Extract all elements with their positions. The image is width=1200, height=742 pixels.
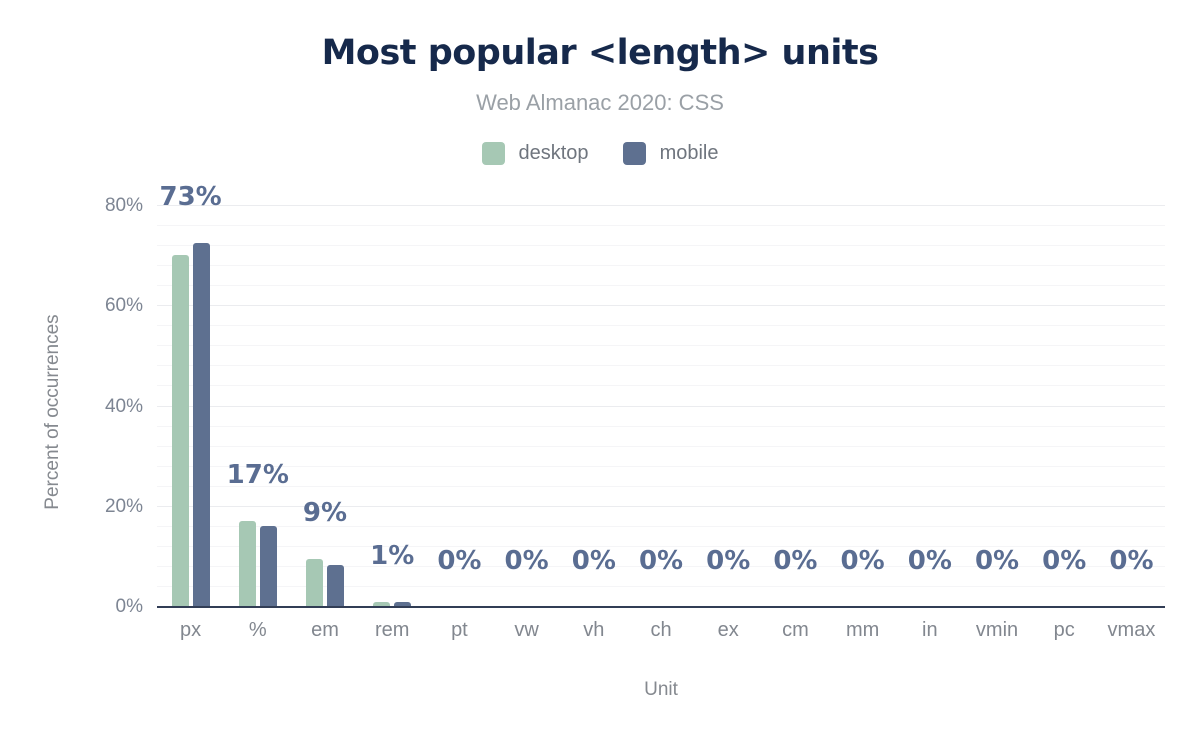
bar-group-%: 17%% — [224, 206, 291, 641]
minor-gridline — [157, 265, 1165, 267]
minor-gridline — [157, 445, 1165, 447]
value-label: 0% — [571, 546, 616, 576]
major-gridline — [157, 305, 1165, 307]
bar-pair — [373, 601, 412, 607]
chart-title: Most popular <length> units — [321, 33, 879, 73]
value-label: 0% — [437, 546, 482, 576]
minor-gridline — [157, 465, 1165, 467]
minor-gridline — [157, 485, 1165, 487]
major-gridline — [157, 505, 1165, 507]
desktop-bar — [373, 602, 391, 607]
bar-group-vmax: 0% vmax — [1098, 206, 1165, 641]
y-tick-label: 60% — [104, 295, 143, 317]
x-category-label: vw — [514, 619, 539, 641]
mobile-bar — [192, 243, 210, 607]
bar-group-cm: 0% cm — [762, 206, 829, 641]
y-tick-label: 0% — [115, 596, 143, 617]
minor-gridline — [157, 525, 1165, 527]
x-category-label: vmax — [1107, 619, 1156, 641]
bar-group-vh: 0% vh — [560, 206, 627, 641]
x-category-label: vmin — [975, 619, 1019, 641]
x-category-label: vh — [583, 619, 605, 641]
bar-group-mm: 0% mm — [829, 206, 896, 641]
value-label: 0% — [974, 546, 1020, 576]
desktop-bar — [238, 520, 256, 607]
y-tick-label: 80% — [104, 195, 143, 216]
mobile-bar — [259, 525, 277, 607]
bar-pair — [306, 559, 344, 607]
x-category-label: cm — [782, 619, 809, 641]
x-category-label: ex — [717, 619, 739, 641]
legend-item-mobile: mobile — [622, 142, 719, 165]
mobile-bar — [327, 564, 344, 607]
value-label: 0% — [706, 546, 751, 576]
minor-gridline — [157, 225, 1165, 227]
x-category-label: % — [248, 619, 267, 641]
value-label: 17% — [226, 459, 289, 490]
bar-group-pc: 0% pc — [1031, 206, 1098, 641]
bar-group-vw: 0% vw — [493, 206, 560, 641]
legend-label: desktop — [518, 142, 589, 164]
value-label: 0% — [638, 546, 684, 576]
minor-gridline — [157, 585, 1165, 587]
desktop-swatch-icon — [481, 142, 505, 165]
value-label: 0% — [907, 546, 952, 576]
x-category-label: ch — [650, 619, 672, 641]
minor-gridline — [157, 565, 1165, 567]
bar-group-vmin: 0% vmin — [963, 206, 1030, 641]
x-category-label: px — [180, 619, 202, 641]
x-category-label: pt — [451, 619, 468, 641]
desktop-bar — [306, 559, 323, 607]
x-category-label: pc — [1053, 619, 1075, 641]
value-label: 0% — [1109, 546, 1154, 576]
minor-gridline — [157, 365, 1165, 367]
legend: desktop mobile — [0, 142, 1200, 165]
x-axis-title: Unit — [644, 679, 678, 700]
minor-gridline — [157, 385, 1165, 387]
minor-gridline — [157, 545, 1165, 547]
x-category-label: mm — [845, 619, 880, 641]
value-label: 0% — [1042, 546, 1087, 576]
value-label: 9% — [302, 498, 348, 529]
y-tick-label: 40% — [104, 395, 143, 417]
value-label: 0% — [840, 546, 885, 576]
x-axis-baseline — [157, 606, 1165, 608]
x-category-label: rem — [374, 619, 410, 641]
value-label: 0% — [773, 546, 818, 576]
chart-subtitle: Web Almanac 2020: CSS — [476, 90, 724, 115]
bar-pair — [238, 520, 277, 607]
minor-gridline — [157, 285, 1165, 287]
minor-gridline — [157, 425, 1165, 427]
bar-group-rem: 1% rem — [359, 206, 426, 642]
minor-gridline — [157, 325, 1165, 327]
major-gridline — [157, 405, 1165, 407]
mobile-bar — [394, 601, 412, 607]
value-label: 73% — [159, 182, 222, 213]
mobile-swatch-icon — [622, 142, 646, 165]
bar-group-em: 9% em — [291, 206, 358, 641]
bar-group-ex: 0% ex — [695, 206, 762, 641]
x-category-label: in — [922, 619, 938, 641]
x-category-label: em — [311, 619, 339, 641]
desktop-bar — [171, 254, 189, 607]
bar-group-in: 0% in — [896, 206, 963, 641]
legend-item-desktop: desktop — [481, 142, 589, 165]
value-label: 0% — [504, 546, 549, 576]
bar-group-ch: 0% ch — [627, 206, 694, 641]
minor-gridline — [157, 245, 1165, 247]
bar-pair — [171, 243, 210, 607]
bar-group-pt: 0% pt — [426, 206, 493, 641]
y-tick-label: 20% — [104, 495, 143, 517]
minor-gridline — [157, 345, 1165, 347]
major-gridline — [157, 205, 1165, 206]
bar-group-px: 73% px — [157, 182, 224, 641]
plot-area: 73% px 17%% 9% em 1% rem 0% pt 0% vw 0% vh 0% ch 0% ex 0%… — [157, 182, 1165, 642]
legend-label: mobile — [659, 142, 719, 164]
value-label: 1% — [370, 540, 415, 571]
